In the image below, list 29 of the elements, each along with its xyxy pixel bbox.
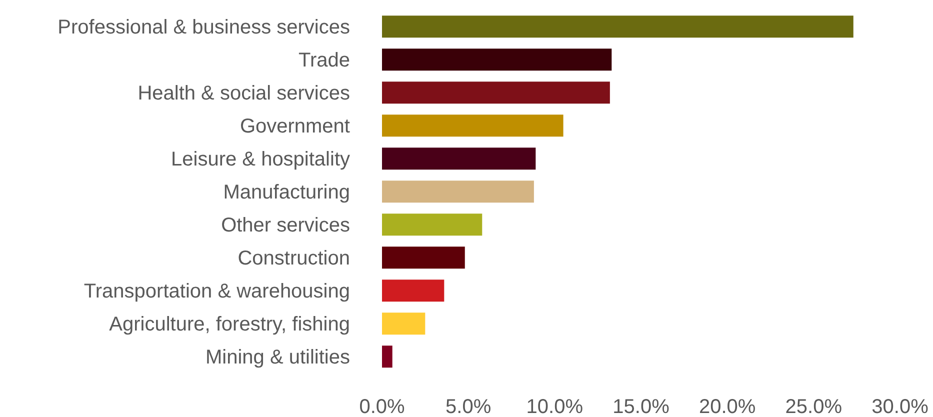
bar (382, 346, 392, 368)
y-tick-label: Leisure & hospitality (171, 148, 350, 171)
y-tick-label: Government (240, 116, 350, 138)
y-tick-label: Transportation & warehousing (84, 280, 350, 303)
y-tick-label: Other services (221, 214, 350, 237)
bar (382, 114, 564, 137)
x-tick-label: 25.0% (785, 396, 842, 417)
x-tick-label: 15.0% (612, 396, 670, 417)
x-tick-label: 0.0% (359, 396, 406, 417)
y-tick-label: Agriculture, forestry, fishing (109, 314, 350, 336)
bar (382, 246, 465, 269)
y-tick-label: Construction (238, 248, 350, 270)
bar (382, 214, 482, 236)
bar (382, 312, 426, 335)
bar (382, 82, 610, 104)
x-tick-label: 5.0% (446, 396, 492, 417)
bar (382, 16, 854, 38)
bar (382, 148, 536, 170)
y-tick-label: Manufacturing (223, 182, 350, 204)
bar (382, 48, 612, 71)
y-tick-label: Health & social services (138, 82, 350, 105)
x-tick-label: 20.0% (698, 396, 756, 417)
bar (382, 280, 444, 302)
y-tick-label: Trade (298, 50, 350, 72)
x-tick-label: 30.0% (872, 396, 929, 417)
y-tick-label: Professional & business services (58, 16, 350, 39)
y-tick-label: Mining & utilities (205, 346, 350, 369)
x-tick-label: 10.0% (526, 396, 584, 417)
bar (382, 180, 534, 203)
